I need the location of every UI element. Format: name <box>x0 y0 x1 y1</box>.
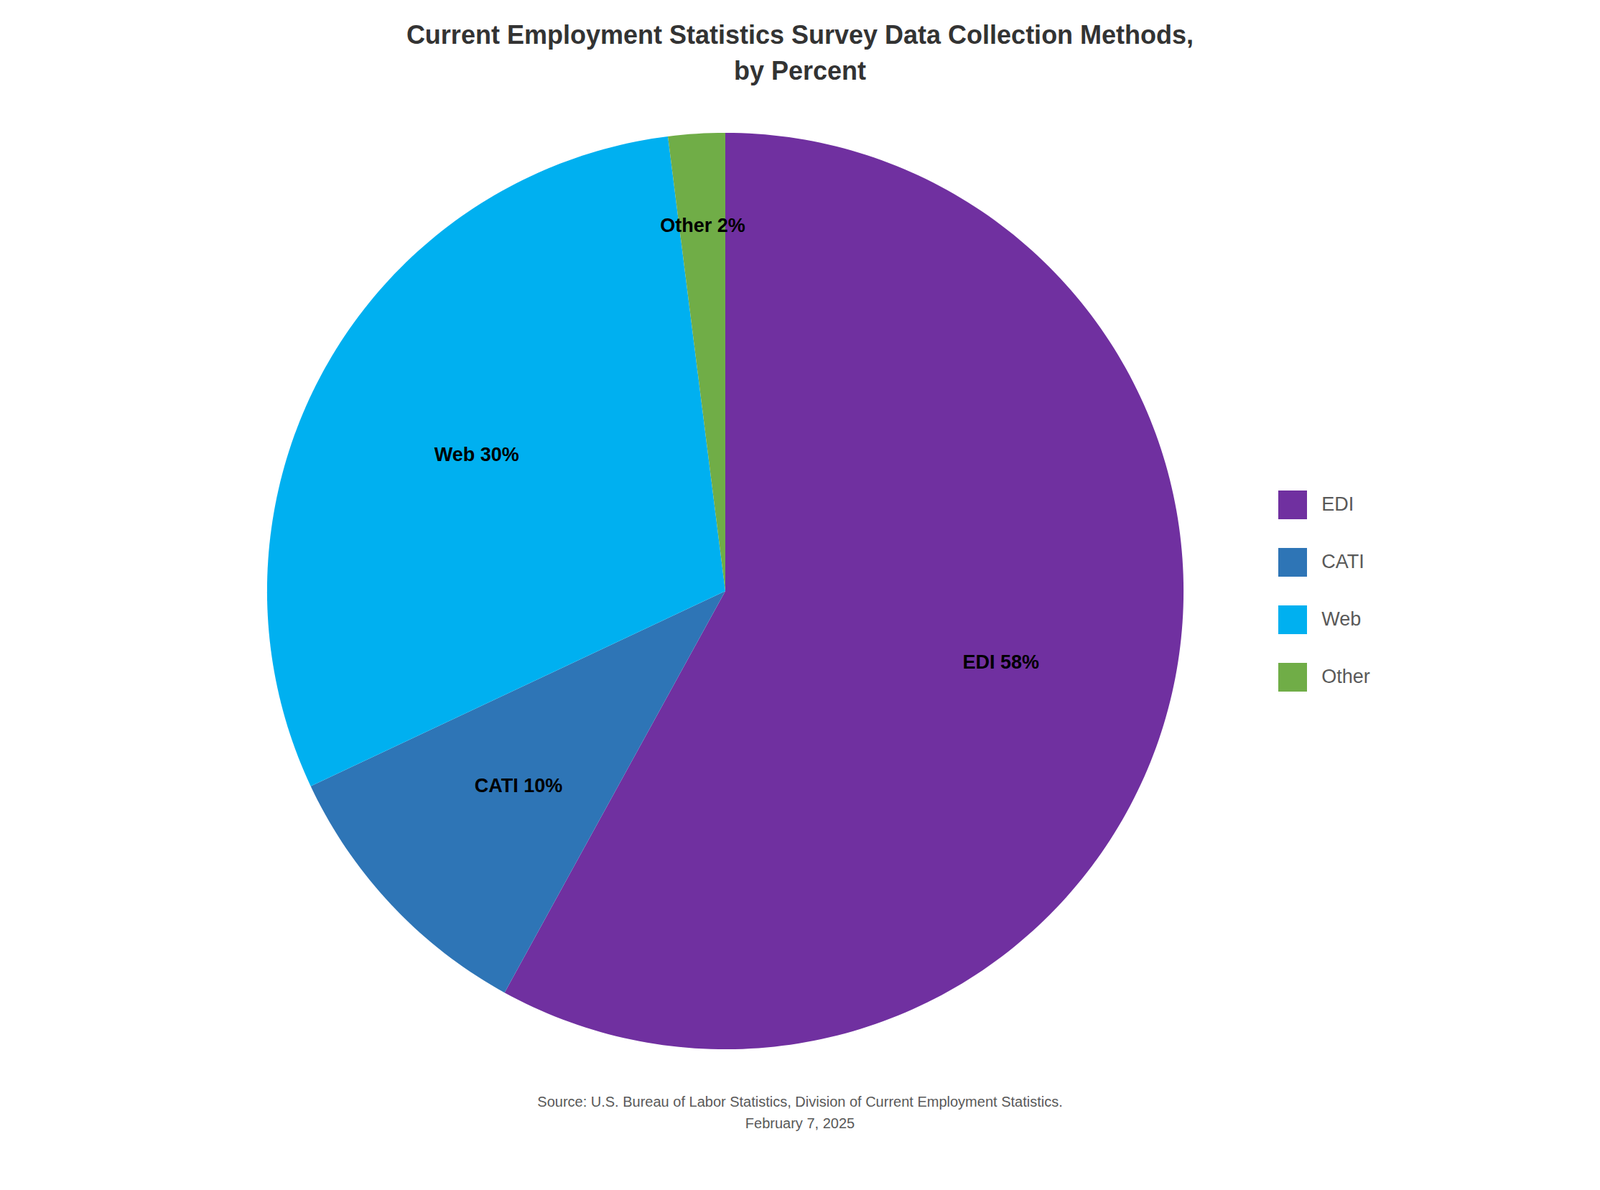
html-text:Web: Web <box>1321 608 1362 631</box>
html-text:Current Employment Statistics: Current Employment Statistics Survey Dat… <box>406 20 1194 86</box>
html-text:Source: U.S. Bureau of Labor S: Source: U.S. Bureau of Labor Statistics,… <box>537 1093 1063 1131</box>
html-text:EDI: EDI <box>1321 493 1354 516</box>
svg-text:Other 2%: Other 2% <box>659 214 746 236</box>
html-text:Other: Other <box>1321 665 1371 688</box>
html-text:CATI: CATI <box>1321 551 1365 573</box>
svg-text:Web 30%: Web 30% <box>434 443 520 465</box>
svg-text:EDI 58%: EDI 58% <box>963 650 1040 673</box>
svg-text:CATI 10%: CATI 10% <box>474 774 564 797</box>
